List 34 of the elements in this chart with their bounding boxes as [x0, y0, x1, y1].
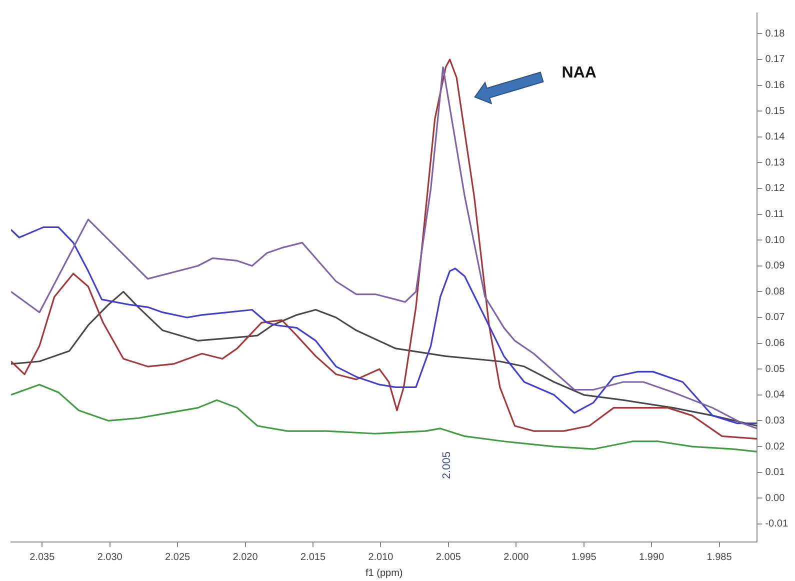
x-tick-label: 1.985 [706, 552, 732, 563]
y-tick-label: 0.16 [765, 80, 786, 92]
y-tick-label: 0.04 [765, 390, 786, 401]
y-tick-label: 0.18 [765, 28, 786, 40]
y-tick-label: 0.03 [765, 415, 786, 426]
x-axis-title: f1 (ppm) [365, 568, 403, 579]
x-tick-label: 2.025 [165, 552, 191, 563]
y-tick-label: 0.15 [765, 106, 786, 117]
y-tick-label: 0.01 [765, 467, 786, 478]
x-tick-label: 2.015 [300, 552, 326, 563]
x-tick-label: 1.995 [571, 552, 597, 563]
x-tick-label: 2.030 [97, 552, 123, 563]
y-tick-label: 0.06 [765, 338, 786, 350]
y-tick-label: 0.11 [765, 209, 784, 220]
x-tick-label: 2.005 [436, 552, 462, 563]
y-tick-label: 0.09 [765, 260, 786, 272]
x-tick-label: 2.035 [30, 552, 56, 563]
x-tick-label: 2.010 [368, 552, 394, 563]
x-tick-label: 2.000 [504, 552, 530, 563]
y-tick-label: 0.12 [765, 183, 786, 194]
y-tick-label: 0.02 [765, 441, 786, 452]
y-tick-label: 0.00 [765, 492, 786, 504]
y-tick-label: 0.07 [765, 312, 786, 324]
y-tick-label: 0.13 [765, 157, 786, 168]
y-tick-label: 0.05 [765, 364, 786, 375]
x-tick-label: 2.020 [232, 552, 258, 563]
x-tick-label: 1.990 [639, 552, 665, 563]
y-tick-label: 0.14 [765, 132, 786, 143]
y-tick-label: 0.08 [765, 286, 786, 298]
y-tick-label: 0.17 [765, 54, 786, 66]
annotation: NAA [562, 64, 597, 82]
y-tick-label: -0.01 [765, 518, 788, 530]
y-tick-label: 0.10 [765, 234, 786, 246]
annotation: 2.005 [440, 452, 453, 480]
